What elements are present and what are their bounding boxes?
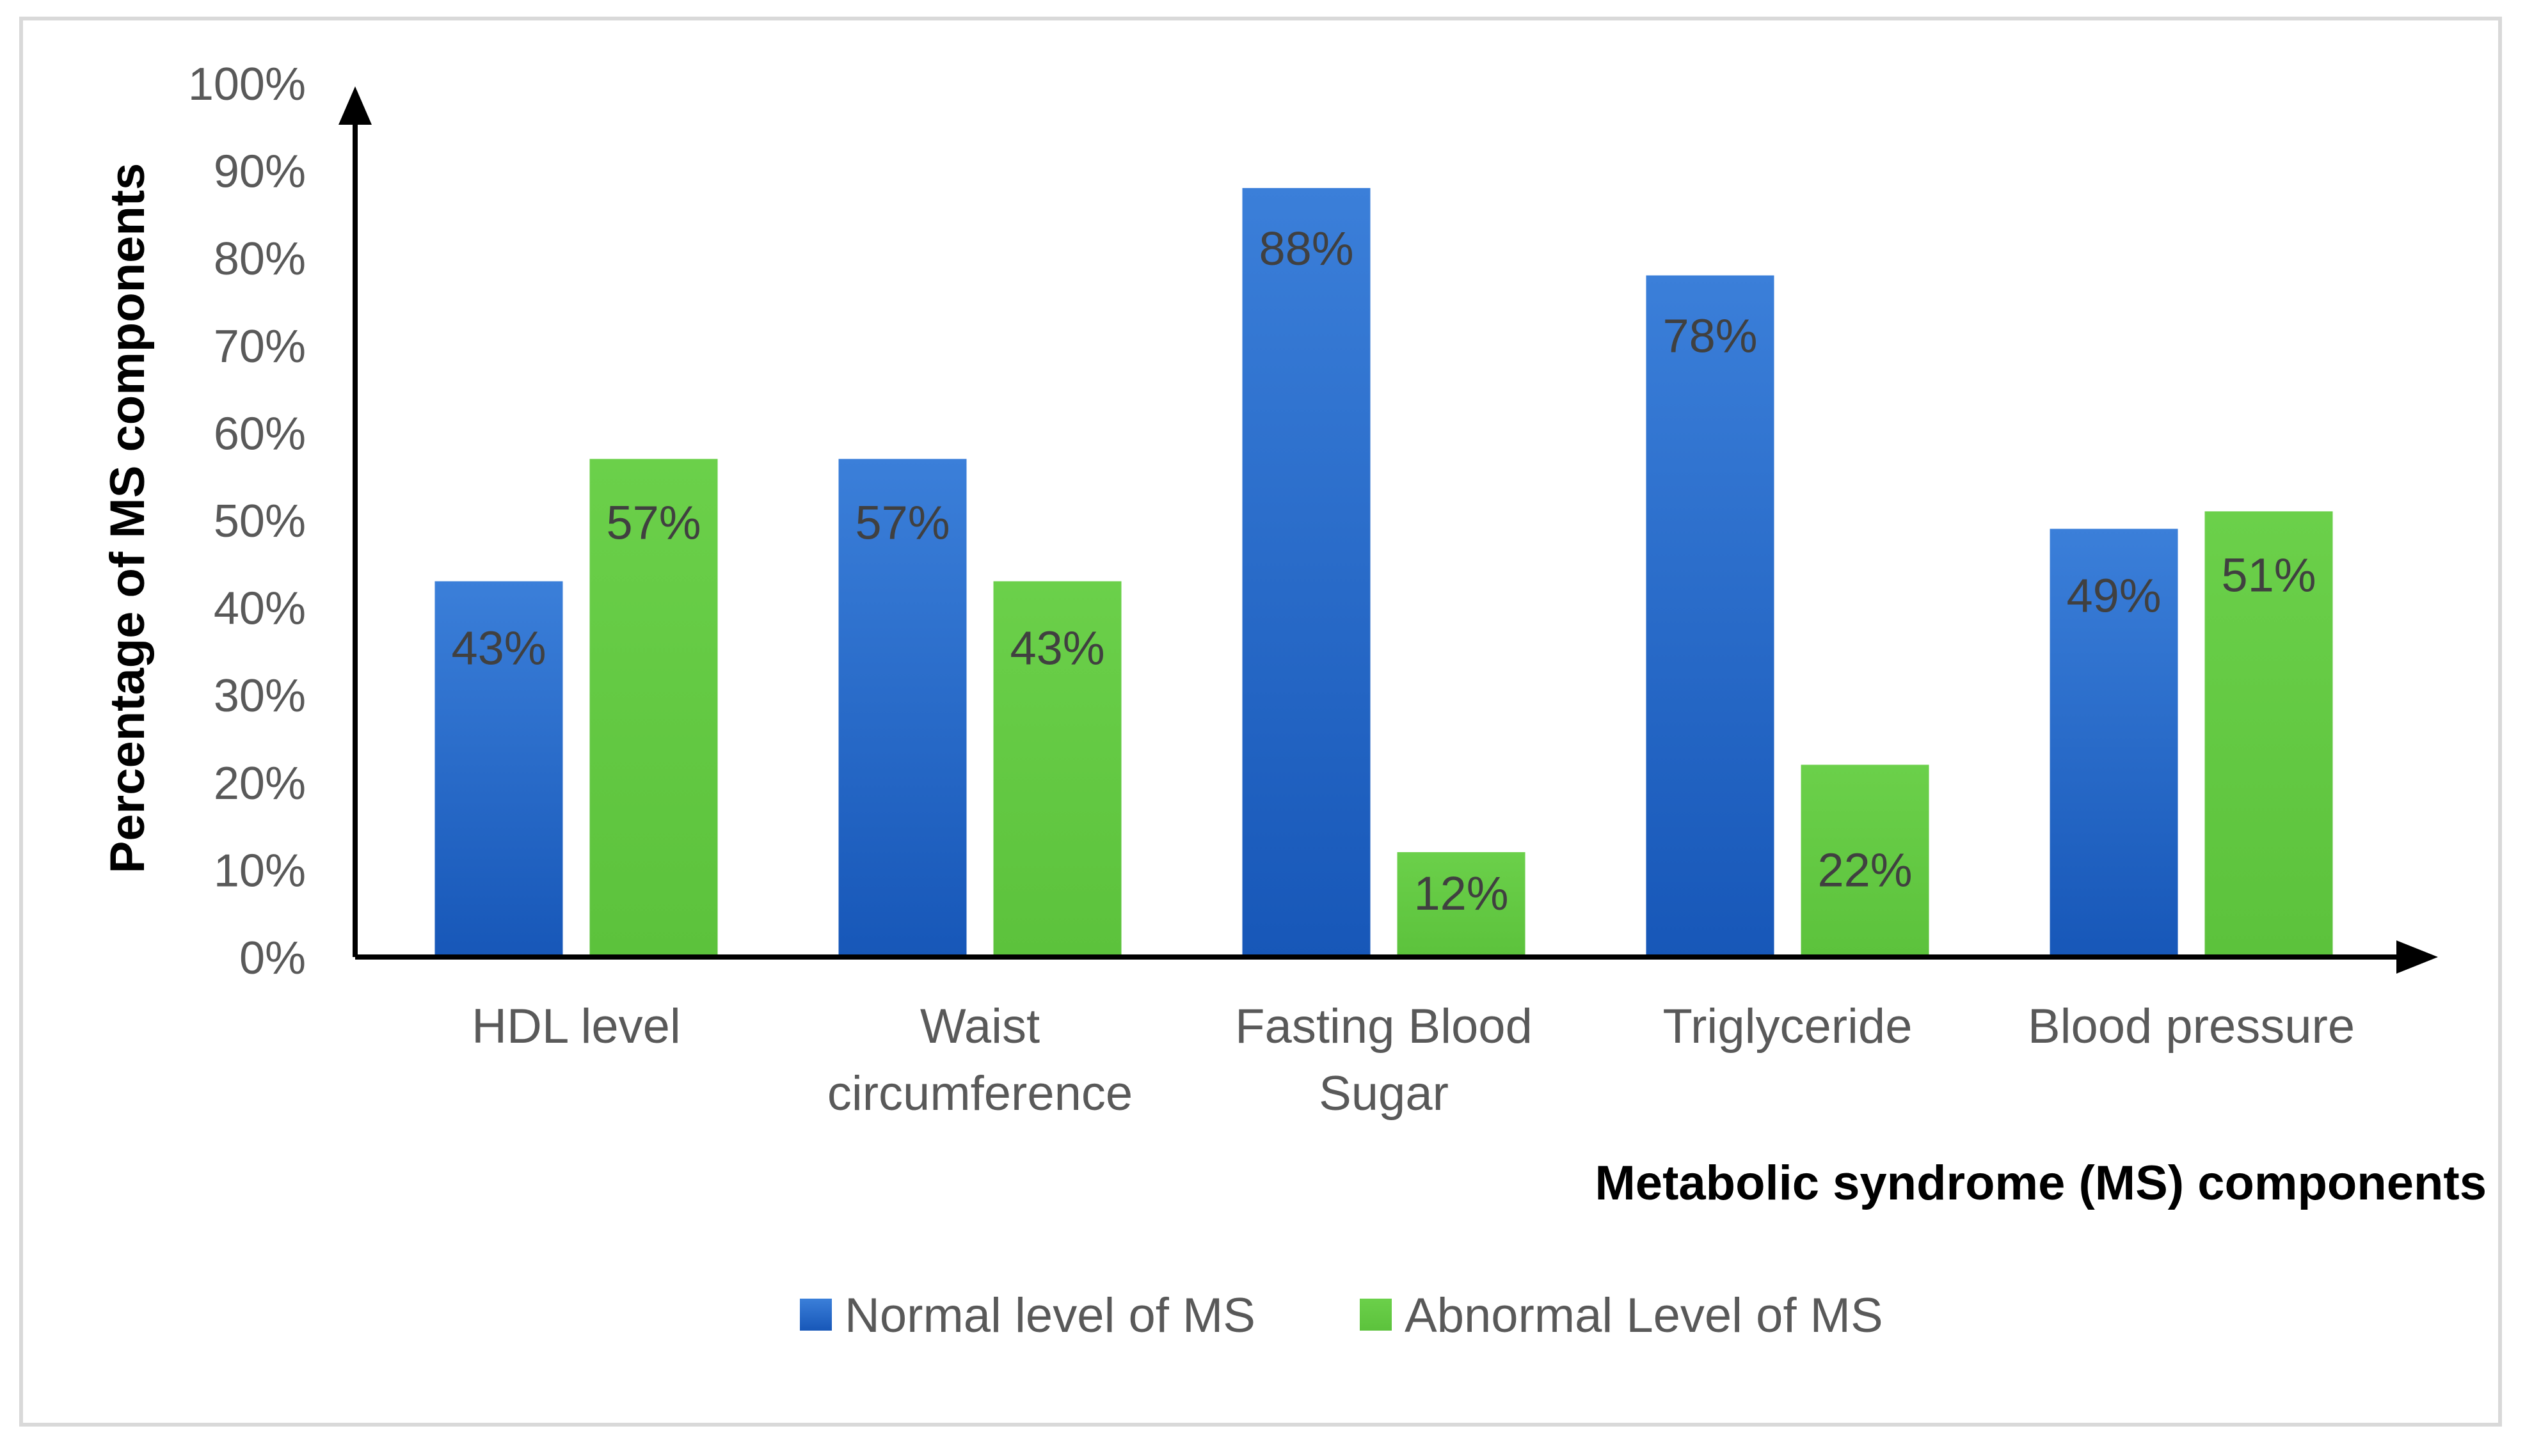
bars — [434, 187, 2333, 957]
y-axis-ticks: 0% 10% 20% 30% 40% 50% 60% 70% 80% 90% 100% — [188, 59, 306, 984]
y-tick-label: 40% — [214, 583, 306, 635]
data-label: 78% — [1662, 310, 1757, 363]
y-tick-label: 90% — [214, 146, 306, 198]
x-tick-label: HDL level — [472, 999, 681, 1054]
category-labels: HDL level Waist circumference Fasting Blood… — [472, 999, 2355, 1121]
bar-normal — [2050, 528, 2178, 957]
data-label: 43% — [1010, 622, 1104, 675]
bar-normal — [1242, 187, 1371, 957]
bar-normal — [838, 459, 967, 957]
y-tick-label: 80% — [214, 233, 306, 285]
axes — [339, 86, 2438, 974]
x-tick-label: Blood pressure — [2028, 999, 2355, 1054]
x-tick-label: circumference — [827, 1066, 1133, 1121]
data-label: 22% — [1817, 843, 1912, 896]
bar-abnormal — [1397, 852, 1525, 957]
data-label: 49% — [2066, 569, 2161, 622]
data-labels: 43% 57% 57% 43% 88% 12% 78% 22% 49% 51% — [451, 222, 2316, 920]
data-label: 57% — [855, 496, 950, 549]
bar-abnormal — [589, 459, 718, 957]
y-tick-label: 0% — [239, 933, 306, 984]
x-tick-label: Fasting Blood — [1235, 999, 1533, 1054]
y-tick-label: 30% — [214, 670, 306, 722]
data-label: 57% — [606, 496, 701, 549]
bar-abnormal — [1801, 764, 1929, 957]
y-tick-label: 10% — [214, 845, 306, 896]
data-label: 88% — [1259, 222, 1353, 275]
legend-swatch — [1360, 1299, 1392, 1331]
bar-abnormal — [2204, 511, 2333, 957]
data-label: 12% — [1414, 867, 1508, 920]
x-axis-title: Metabolic syndrome (MS) components — [1595, 1156, 2487, 1210]
data-label: 51% — [2221, 548, 2316, 601]
y-tick-label: 20% — [214, 758, 306, 809]
y-axis-arrow — [339, 86, 372, 125]
bar-abnormal — [993, 581, 1122, 957]
x-tick-label: Triglyceride — [1663, 999, 1913, 1054]
x-tick-label: Waist — [920, 999, 1040, 1054]
x-axis-arrow — [2396, 940, 2438, 974]
x-tick-label: Sugar — [1319, 1066, 1449, 1121]
y-tick-label: 100% — [188, 59, 306, 110]
bar-normal — [1646, 275, 1774, 957]
y-axis-title: Percentage of MS components — [100, 163, 155, 874]
legend-label: Abnormal Level of MS — [1405, 1288, 1883, 1343]
legend-label: Normal level of MS — [845, 1288, 1255, 1343]
y-tick-label: 50% — [214, 496, 306, 547]
bar-normal — [434, 581, 563, 957]
data-label: 43% — [451, 622, 546, 675]
legend: Normal level of MS Abnormal Level of MS — [800, 1288, 1883, 1343]
legend-swatch — [800, 1299, 832, 1331]
y-tick-label: 60% — [214, 408, 306, 459]
y-tick-label: 70% — [214, 321, 306, 372]
